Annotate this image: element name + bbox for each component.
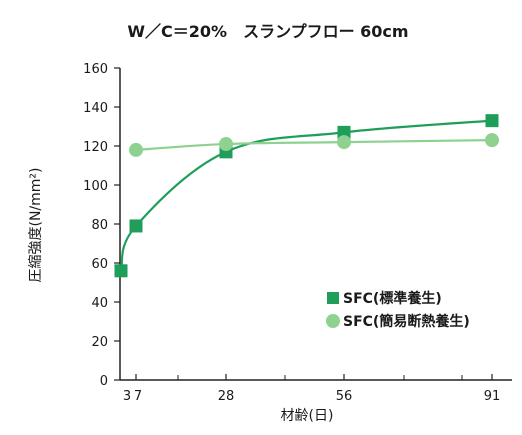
y-tick-label: 20 <box>91 335 108 350</box>
data-point-square <box>114 264 128 278</box>
y-tick-label: 60 <box>91 257 108 272</box>
y-tick-label: 40 <box>91 296 108 311</box>
y-tick-label: 140 <box>83 101 108 116</box>
y-axis-label: 圧縮強度(N/mm²) <box>28 167 44 282</box>
legend: SFC(標準養生) SFC(簡易断熱養生) <box>326 290 470 330</box>
legend-marker-insulated <box>326 314 340 328</box>
legend-label-standard: SFC(標準養生) <box>343 290 442 307</box>
x-axis-label: 材齢(日) <box>281 408 334 424</box>
data-point-circle <box>129 142 143 157</box>
data-point-circle <box>219 137 233 152</box>
y-tick-label: 80 <box>91 218 108 233</box>
data-point-square <box>129 219 143 233</box>
x-axis: 3 7 28 56 91 <box>120 374 512 404</box>
data-point-square <box>337 125 351 139</box>
data-point-square <box>485 114 499 128</box>
y-tick-label: 0 <box>100 374 108 389</box>
x-tick-label: 56 <box>336 389 353 404</box>
data-point-circle <box>337 135 351 150</box>
x-tick-label: 3 <box>123 389 131 404</box>
chart-title: W／C＝20% スランプフロー 60cm <box>127 22 408 41</box>
y-axis: 0 20 40 60 80 100 120 140 160 <box>83 62 121 389</box>
y-tick-label: 160 <box>83 62 108 77</box>
x-tick-label: 7 <box>134 389 142 404</box>
data-point-circle <box>485 133 499 148</box>
legend-label-insulated: SFC(簡易断熱養生) <box>343 313 470 330</box>
legend-marker-standard <box>327 292 339 304</box>
y-tick-label: 100 <box>83 179 108 194</box>
x-tick-label: 28 <box>218 389 235 404</box>
series-line-1 <box>135 139 493 151</box>
y-tick-label: 120 <box>83 140 108 155</box>
x-tick-label: 91 <box>484 389 501 404</box>
